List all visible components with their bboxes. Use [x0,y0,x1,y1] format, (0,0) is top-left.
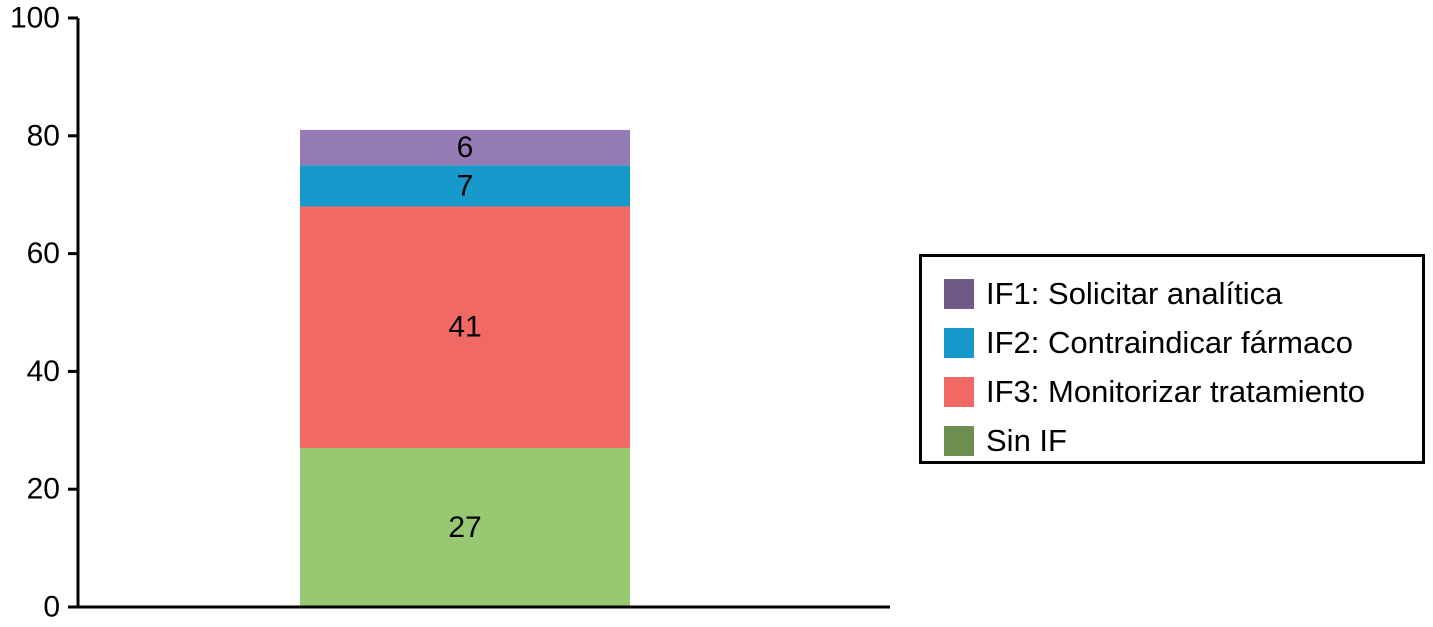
y-tick-label: 20 [27,473,60,506]
legend: IF1: Solicitar analítica IF2: Contraindi… [919,254,1425,464]
legend-swatch [944,327,974,358]
y-tick-label: 60 [27,237,60,270]
y-tick-label: 80 [27,119,60,152]
data-label: 27 [448,511,481,544]
y-tick-label: 0 [43,591,60,624]
y-tick-label: 100 [10,2,60,35]
bar-segments [300,129,630,607]
legend-label: IF3: Monitorizar tratamiento [986,373,1366,409]
data-label: 7 [457,169,474,202]
legend-label: Sin IF [986,422,1067,458]
data-label: 6 [457,131,474,164]
legend-label: IF2: Contraindicar fármaco [986,324,1353,360]
bar-segment [300,165,630,207]
legend-swatch [944,376,974,407]
bar-segment [300,447,630,607]
legend-item: IF2: Contraindicar fármaco [944,318,1422,367]
y-tick-label: 40 [27,355,60,388]
y-axis: 0 20 40 60 80 100 [10,2,80,624]
data-label: 41 [448,311,481,344]
legend-swatch [944,278,974,309]
legend-swatch [944,425,974,456]
legend-item: Sin IF [944,416,1422,465]
bar-segment [300,206,630,448]
legend-item: IF3: Monitorizar tratamiento [944,367,1422,416]
data-labels: 27 41 7 6 [448,131,481,544]
legend-label: IF1: Solicitar analítica [986,275,1283,311]
legend-item: IF1: Solicitar analítica [944,269,1422,318]
bar-segment [300,129,630,166]
